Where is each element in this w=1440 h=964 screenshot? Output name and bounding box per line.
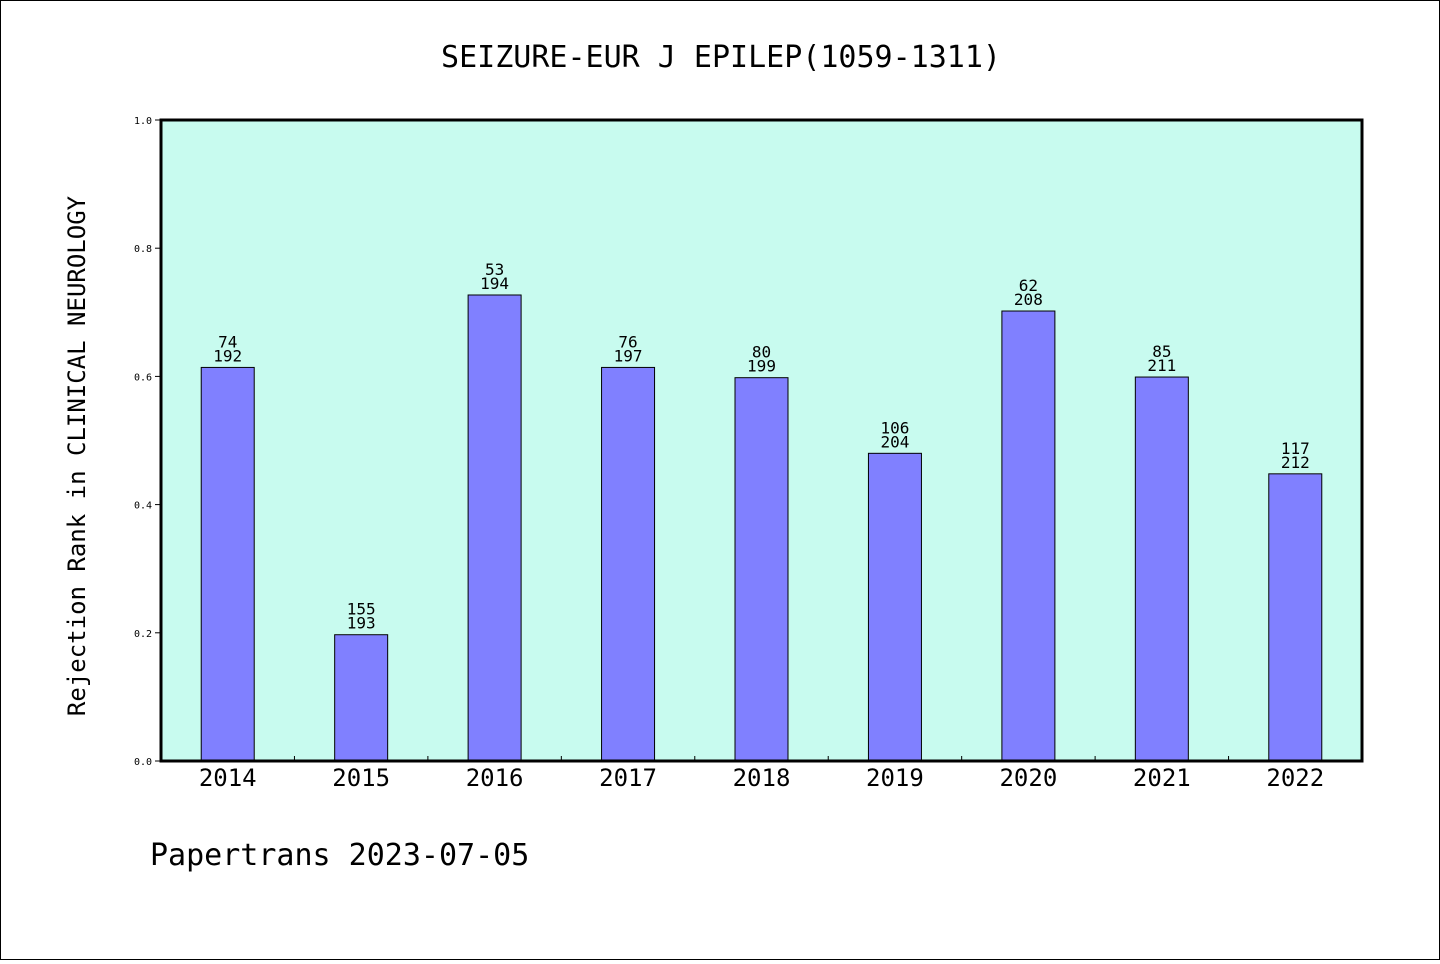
x-tick-label-2020: 2020	[999, 764, 1057, 792]
bar-2016	[467, 294, 522, 762]
y-axis: 0.0 0.2 0.4 0.6 0.8 1.0	[134, 116, 161, 768]
bar-2020	[1001, 310, 1056, 762]
x-tick-label-2021: 2021	[1133, 764, 1191, 792]
y-tick-label-0.8: 0.8	[134, 244, 152, 255]
y-tick-label-0.4: 0.4	[134, 501, 152, 512]
bar-label-top-2014: 74	[218, 332, 237, 351]
bar-label-top-2016: 53	[485, 260, 504, 279]
x-tick-label-2014: 2014	[199, 764, 257, 792]
x-tick-label-2019: 2019	[866, 764, 924, 792]
y-tick-label-1.0: 1.0	[134, 116, 152, 127]
x-axis: 2014 2015 2016 2017 2018 2019 2020 2021 2022	[199, 756, 1324, 792]
x-tick-label-2017: 2017	[599, 764, 657, 792]
bar-label-top-2022: 117	[1281, 439, 1310, 458]
bar-2017	[601, 366, 656, 762]
bar-label-top-2015: 155	[347, 600, 376, 619]
bar-label-bottom-2016: 194	[480, 274, 509, 293]
bar-label-top-2021: 85	[1152, 342, 1171, 361]
footer-text: Papertrans 2023-07-05	[150, 838, 529, 873]
y-tick-label-0.2: 0.2	[134, 629, 152, 640]
bar-2018	[734, 377, 789, 762]
plot-border	[159, 118, 1364, 763]
bar-label-bottom-2017: 197	[614, 346, 643, 365]
y-tick-label-0.6: 0.6	[134, 372, 152, 383]
bar-2019	[867, 452, 922, 762]
bar-label-bottom-2022: 212	[1281, 453, 1310, 472]
x-tick-label-2015: 2015	[332, 764, 390, 792]
bar-label-bottom-2020: 208	[1014, 290, 1043, 309]
x-tick-label-2018: 2018	[733, 764, 791, 792]
bar-label-top-2018: 80	[752, 343, 771, 362]
bar-label-top-2020: 62	[1019, 276, 1038, 295]
bar-2014	[200, 366, 255, 762]
bar-2022	[1268, 473, 1323, 762]
bar-label-bottom-2018: 199	[747, 357, 776, 376]
y-axis-label: Rejection Rank in CLINICAL NEUROLOGY	[63, 195, 91, 716]
bar-label-bottom-2021: 211	[1147, 356, 1176, 375]
y-tick-label-0.0: 0.0	[134, 757, 152, 768]
bar-label-bottom-2019: 204	[880, 432, 909, 451]
bar-label-top-2017: 76	[618, 332, 637, 351]
bar-label-top-2019: 106	[880, 418, 909, 437]
x-tick-label-2016: 2016	[466, 764, 524, 792]
x-tick-label-2022: 2022	[1266, 764, 1324, 792]
bar-2021	[1134, 376, 1189, 762]
bar-label-bottom-2014: 192	[213, 346, 242, 365]
bar-label-bottom-2015: 193	[347, 614, 376, 633]
chart-title: SEIZURE-EUR J EPILEP(1059-1311)	[441, 40, 1001, 75]
bar-2015	[334, 634, 389, 762]
